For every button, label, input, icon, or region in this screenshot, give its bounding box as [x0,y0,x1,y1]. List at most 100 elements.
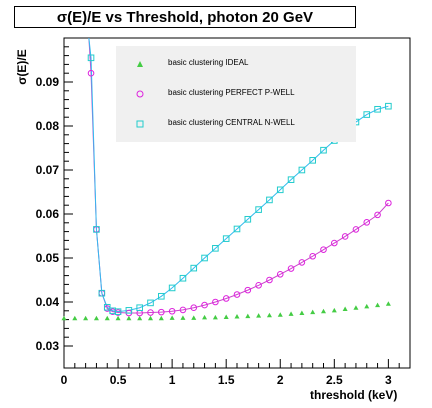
data-point-perfect-pwell [385,199,392,207]
series-curves [88,37,389,314]
data-point-central-nwell [179,274,187,282]
data-point-central-nwell [98,289,106,297]
data-point-ideal [353,305,359,310]
data-point-central-nwell [93,226,100,233]
x-tick-label: 1.5 [218,373,235,387]
data-point-ideal [256,313,262,318]
data-point-ideal [148,315,153,321]
data-point-central-nwell [212,245,219,252]
x-axis-label: threshold (keV) [310,388,398,402]
data-point-ideal [72,315,78,321]
data-point-ideal [212,314,218,320]
data-point-ideal [364,303,370,309]
data-point-ideal [310,309,316,315]
legend-label: basic clustering IDEAL [168,58,249,67]
data-point-ideal [180,315,186,320]
data-point-central-nwell [87,54,95,62]
y-tick-label: 0.04 [36,295,60,309]
series-line [88,37,389,314]
data-point-central-nwell [233,225,241,233]
data-point-perfect-pwell [222,295,230,302]
data-point-central-nwell [125,307,133,314]
triangle-marker-icon [137,61,143,67]
data-point-perfect-pwell [201,301,208,309]
data-point-ideal [299,310,305,315]
data-point-perfect-pwell [212,298,219,306]
data-point-ideal [375,302,381,308]
data-point-ideal [321,308,326,314]
data-point-central-nwell [136,304,143,312]
data-point-central-nwell [363,111,371,118]
data-point-central-nwell [244,215,252,223]
data-point-central-nwell [298,166,306,174]
data-point-perfect-pwell [331,239,338,247]
data-point-perfect-pwell [255,281,262,289]
data-point-central-nwell [201,254,208,262]
axis-ticks: 0 0.5 1 1.5 2 2.5 3 0.03 0.04 0.05 0.06 0.07 0.08 0.0… [36,46,411,387]
data-point-central-nwell [276,186,284,194]
data-point-perfect-pwell [87,69,95,77]
data-point-perfect-pwell [309,252,316,260]
data-point-central-nwell [190,264,198,272]
data-point-central-nwell [320,146,327,154]
data-point-ideal [115,315,121,321]
y-tick-label: 0.07 [36,163,60,177]
data-point-perfect-pwell [374,211,381,219]
legend-item-ideal: basic clustering IDEAL [116,54,356,74]
x-tick-label: 3 [385,373,392,387]
data-point-perfect-pwell [158,308,165,316]
data-point-ideal [223,314,229,319]
circle-marker-icon [136,90,144,98]
data-point-ideal [277,312,283,317]
y-tick-label: 0.09 [36,75,60,89]
legend: basic clustering IDEAL basic clustering … [116,46,356,142]
y-tick-label: 0.03 [36,339,60,353]
data-point-central-nwell [114,308,122,315]
data-point-ideal [202,314,208,320]
data-point-ideal [169,315,175,320]
data-point-central-nwell [287,176,295,183]
legend-item-central-nwell: basic clustering CENTRAL N-WELL [116,114,356,134]
data-point-ideal [234,314,240,319]
data-point-central-nwell [147,299,154,307]
x-tick-label: 2 [277,373,284,387]
data-point-central-nwell [222,235,230,242]
data-point-perfect-pwell [266,276,273,284]
data-point-perfect-pwell [276,270,284,278]
legend-item-perfect-pwell: basic clustering PERFECT P-WELL [116,84,356,104]
data-point-central-nwell [385,102,392,110]
data-point-central-nwell [266,196,273,204]
data-point-ideal [158,315,164,321]
data-point-perfect-pwell [179,306,187,314]
data-point-central-nwell [103,303,111,311]
data-point-ideal [83,315,89,321]
data-point-perfect-pwell [168,307,176,315]
data-point-ideal [126,315,132,321]
data-point-perfect-pwell [298,259,306,266]
data-point-ideal [266,312,272,318]
x-tick-label: 1 [169,373,176,387]
y-tick-label: 0.05 [36,251,60,265]
data-point-ideal [137,315,143,321]
data-point-ideal [342,306,348,312]
data-point-perfect-pwell [287,265,295,272]
data-point-ideal [288,311,294,316]
data-point-ideal [331,307,337,313]
data-point-central-nwell [374,105,381,113]
square-marker-icon [136,120,144,128]
x-tick-label: 2.5 [326,373,343,387]
y-axis-label: σ(E)/E [15,49,29,85]
data-point-ideal [93,315,99,321]
y-tick-label: 0.06 [36,207,60,221]
data-point-ideal [191,315,197,320]
data-point-ideal [104,315,110,321]
data-point-central-nwell [168,284,176,292]
data-point-perfect-pwell [341,233,349,240]
series-line [88,37,389,313]
data-point-perfect-pwell [190,304,198,312]
data-point-perfect-pwell [244,286,252,294]
y-tick-label: 0.08 [36,119,60,133]
legend-label: basic clustering CENTRAL N-WELL [168,118,295,127]
data-point-ideal [245,313,251,319]
